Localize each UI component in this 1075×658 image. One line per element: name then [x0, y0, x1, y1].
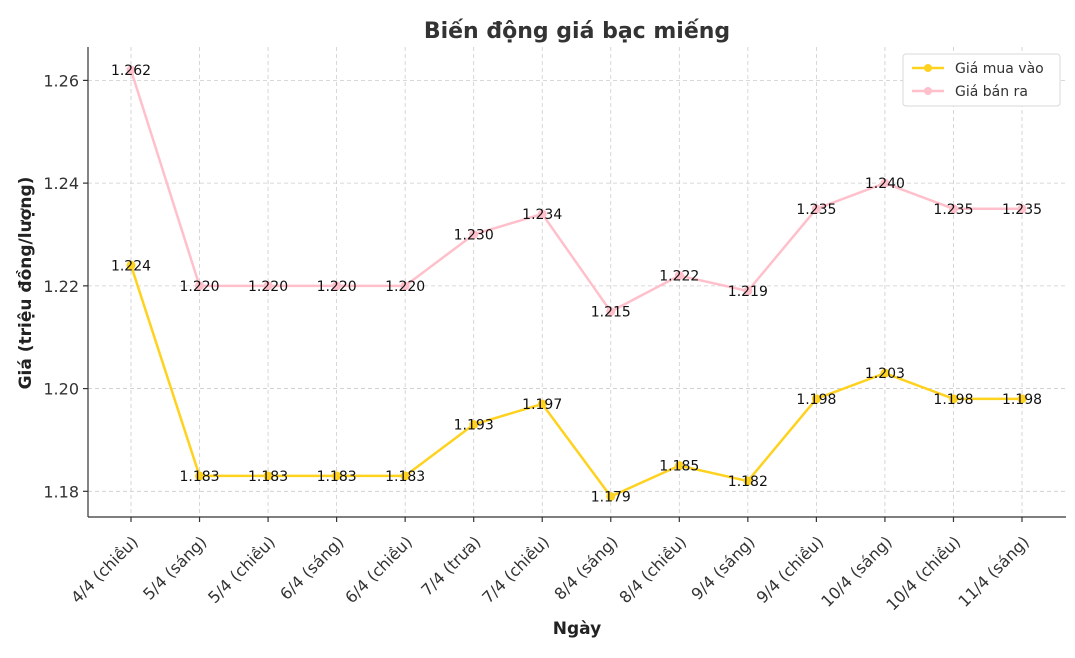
y-tick-label: 1.20 — [43, 380, 79, 399]
data-point — [948, 204, 958, 214]
data-point — [743, 286, 753, 296]
x-tick-label: 8/4 (chiều) — [615, 532, 690, 607]
data-label: 1.203 — [865, 366, 905, 382]
data-label: 1.222 — [659, 269, 699, 285]
data-point — [195, 281, 205, 291]
legend-marker-sell — [924, 87, 932, 95]
data-point — [880, 178, 890, 188]
y-tick-label: 1.22 — [43, 277, 79, 296]
data-label: 1.215 — [591, 305, 631, 321]
data-label: 1.182 — [728, 474, 768, 490]
y-axis-label: Giá (triệu đồng/lượng) — [15, 177, 36, 390]
data-label: 1.230 — [454, 227, 494, 243]
data-label: 1.183 — [179, 469, 219, 485]
data-point — [469, 229, 479, 239]
data-point — [537, 209, 547, 219]
data-point — [880, 368, 890, 378]
data-label: 1.235 — [1002, 202, 1042, 218]
x-tick-label: 5/4 (chiều) — [204, 532, 279, 607]
data-point — [400, 281, 410, 291]
data-label: 1.183 — [317, 469, 357, 485]
data-point — [811, 394, 821, 404]
x-axis-label: Ngày — [553, 619, 601, 639]
data-label: 1.198 — [796, 392, 836, 408]
data-label: 1.220 — [385, 279, 425, 295]
series-lines — [126, 65, 1027, 501]
data-label: 1.220 — [179, 279, 219, 295]
data-point — [263, 281, 273, 291]
legend-label-buy: Giá mua vào — [955, 61, 1044, 77]
x-tick-label: 11/4 (sáng) — [954, 532, 1032, 610]
data-label: 1.240 — [865, 176, 905, 192]
data-point — [1017, 394, 1027, 404]
data-labels: 1.224 1.183 1.183 1.183 1.183 1.193 1.197 1.179… — [111, 63, 1042, 505]
y-axis-ticks: 1.18 1.20 1.22 1.24 1.26 — [43, 71, 88, 501]
data-label: 1.198 — [1002, 392, 1042, 408]
data-point — [948, 394, 958, 404]
data-point — [195, 471, 205, 481]
x-tick-label: 7/4 (trưa) — [417, 532, 484, 599]
y-tick-label: 1.26 — [43, 71, 79, 90]
y-tick-label: 1.18 — [43, 482, 79, 501]
x-tick-label: 6/4 (chiều) — [341, 532, 416, 607]
x-axis-ticks: 4/4 (chiều)5/4 (sáng)5/4 (chiều)6/4 (sán… — [67, 517, 1033, 614]
grid-lines — [88, 47, 1066, 517]
data-point — [263, 471, 273, 481]
series-line-0 — [129, 264, 1022, 498]
data-label: 1.235 — [933, 202, 973, 218]
data-label: 1.183 — [248, 469, 288, 485]
data-point — [537, 399, 547, 409]
data-label: 1.183 — [385, 469, 425, 485]
data-point — [332, 471, 342, 481]
data-point — [126, 65, 136, 75]
data-label: 1.262 — [111, 63, 151, 79]
data-point — [743, 476, 753, 486]
data-point — [469, 420, 479, 430]
legend-marker-buy — [924, 64, 932, 72]
data-point — [1017, 204, 1027, 214]
data-point — [674, 461, 684, 471]
x-tick-label: 6/4 (sáng) — [276, 532, 347, 603]
data-label: 1.185 — [659, 459, 699, 475]
data-label: 1.197 — [522, 397, 562, 413]
data-point — [606, 491, 616, 501]
legend: Giá mua vào Giá bán ra — [902, 53, 1061, 107]
data-label: 1.219 — [728, 284, 768, 300]
x-tick-label: 10/4 (chiều) — [882, 532, 964, 614]
axes — [87, 47, 1066, 518]
data-label: 1.220 — [248, 279, 288, 295]
data-point — [400, 471, 410, 481]
series-line-1 — [129, 69, 1022, 313]
data-point — [674, 271, 684, 281]
data-label: 1.234 — [522, 207, 562, 223]
legend-label-sell: Giá bán ra — [955, 84, 1028, 100]
data-point — [606, 307, 616, 317]
x-tick-label: 5/4 (sáng) — [139, 532, 210, 603]
data-point — [811, 204, 821, 214]
x-tick-label: 9/4 (chiều) — [752, 532, 827, 607]
x-tick-label: 9/4 (sáng) — [687, 532, 758, 603]
data-label: 1.235 — [796, 202, 836, 218]
y-tick-label: 1.24 — [43, 174, 79, 193]
data-label: 1.193 — [454, 418, 494, 434]
data-point — [332, 281, 342, 291]
data-label: 1.179 — [591, 489, 631, 505]
data-label: 1.220 — [317, 279, 357, 295]
x-tick-label: 4/4 (chiều) — [67, 532, 142, 607]
data-label: 1.224 — [111, 258, 151, 274]
data-label: 1.198 — [933, 392, 973, 408]
x-tick-label: 8/4 (sáng) — [550, 532, 621, 603]
data-point — [126, 260, 136, 270]
x-tick-label: 7/4 (chiều) — [478, 532, 553, 607]
chart-title: Biến động giá bạc miếng — [424, 19, 730, 44]
